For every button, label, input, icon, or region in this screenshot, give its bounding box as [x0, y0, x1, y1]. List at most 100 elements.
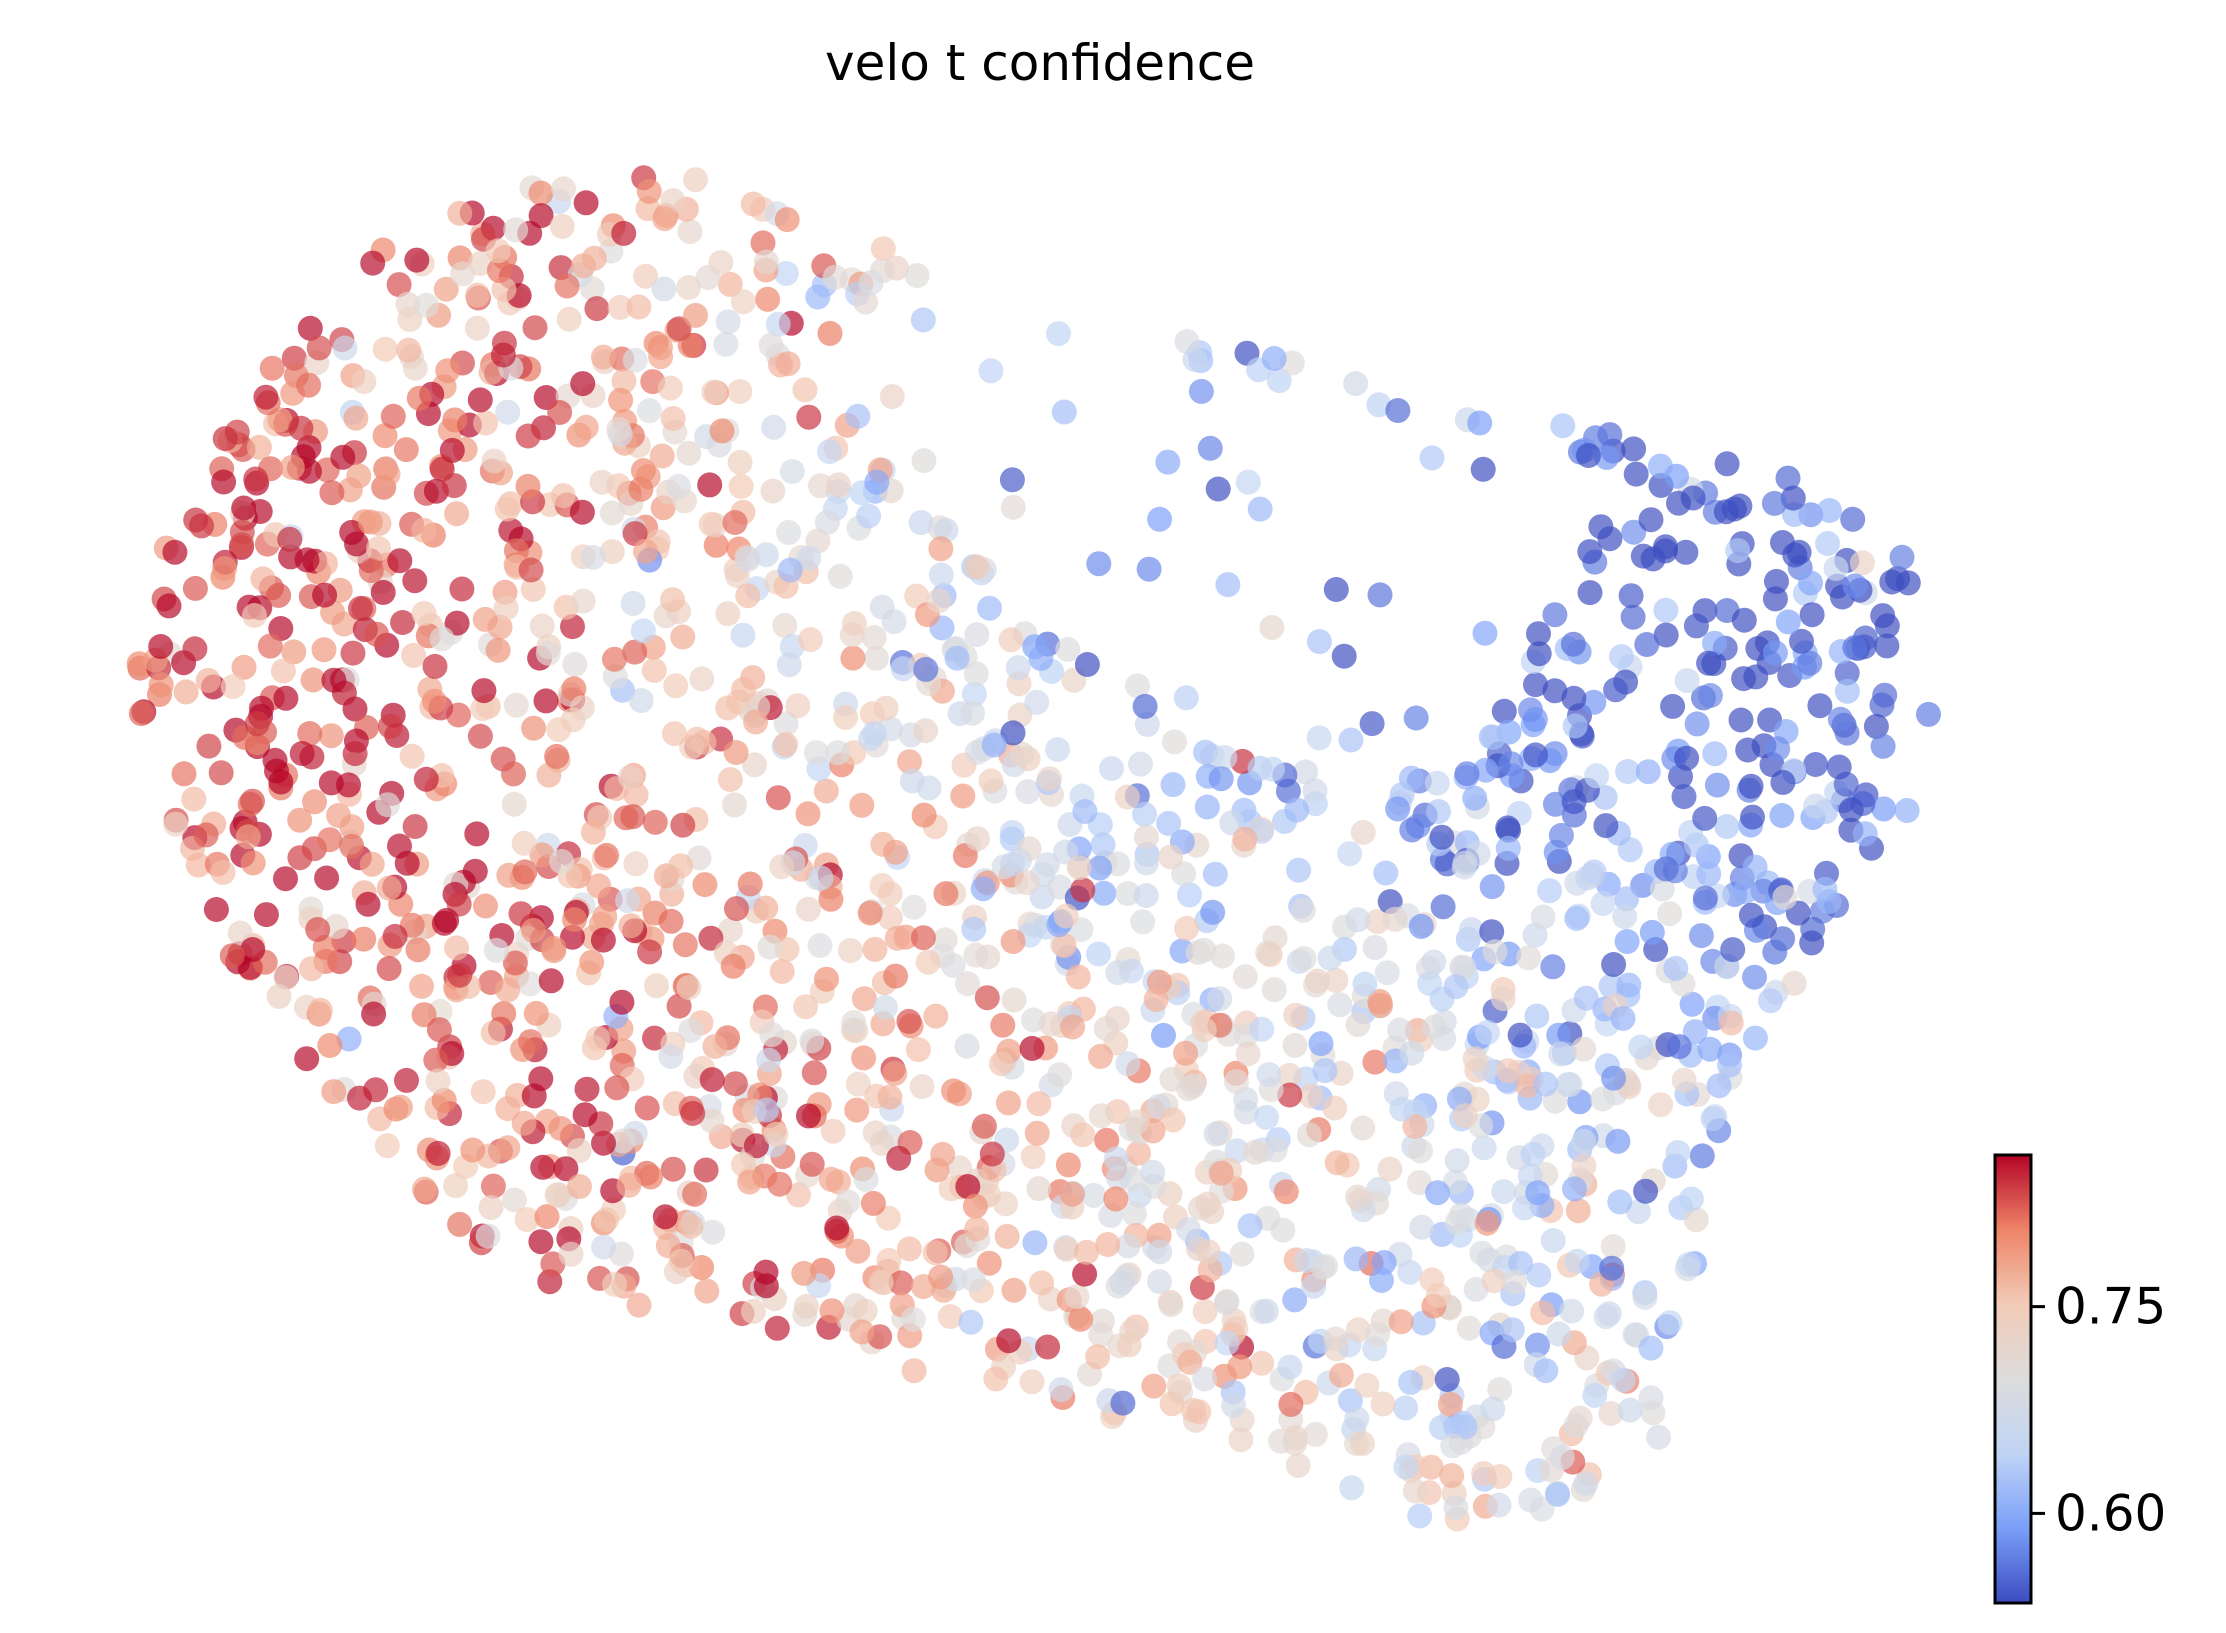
scatter-point: [1191, 937, 1217, 963]
scatter-point: [1419, 445, 1445, 471]
scatter-point: [1653, 597, 1679, 623]
scatter-point: [288, 415, 314, 441]
scatter-point: [833, 704, 859, 730]
scatter-point: [402, 568, 428, 594]
scatter-point: [530, 1154, 556, 1180]
scatter-point: [321, 1079, 347, 1105]
scatter-point: [979, 1141, 1005, 1167]
scatter-point: [1393, 1395, 1419, 1421]
scatter-point: [638, 1164, 664, 1190]
scatter-point: [1286, 857, 1312, 883]
scatter-point: [1559, 1298, 1585, 1324]
scatter-point: [1074, 1239, 1100, 1265]
scatter-point: [616, 1172, 642, 1198]
scatter-point: [1200, 899, 1226, 925]
scatter-point: [1540, 1228, 1566, 1253]
scatter-point: [1798, 570, 1823, 596]
scatter-point: [439, 437, 465, 463]
scatter-point: [372, 423, 398, 449]
scatter-point: [1827, 706, 1853, 732]
scatter-point: [402, 814, 428, 839]
scatter-point: [1155, 449, 1181, 475]
scatter-point: [1623, 461, 1649, 487]
scatter-point: [693, 1157, 719, 1183]
scatter-point: [872, 994, 898, 1020]
scatter-point: [1609, 644, 1634, 669]
scatter-point: [928, 536, 954, 562]
scatter-point: [348, 595, 373, 621]
scatter-point: [1697, 683, 1723, 708]
scatter-point: [342, 741, 368, 767]
scatter-point: [754, 1097, 779, 1123]
scatter-point: [769, 958, 795, 984]
scatter-point: [339, 833, 365, 859]
scatter-point: [1385, 398, 1411, 423]
scatter-point: [1188, 378, 1214, 404]
scatter-point: [528, 180, 554, 206]
scatter-point: [743, 1133, 769, 1159]
scatter-point: [460, 1137, 486, 1163]
scatter-point: [633, 263, 659, 289]
scatter-point: [1374, 960, 1400, 986]
scatter-point: [1147, 506, 1173, 532]
scatter-point: [355, 891, 381, 917]
scatter-point: [678, 1018, 704, 1043]
scatter-point: [294, 547, 320, 573]
scatter-point: [433, 276, 459, 302]
scatter-point: [908, 510, 934, 536]
scatter-point: [964, 1216, 990, 1242]
scatter-point: [1197, 1257, 1223, 1283]
scatter-point: [317, 827, 343, 853]
scatter-point: [434, 907, 460, 933]
scatter-point: [1562, 713, 1588, 739]
scatter-point: [930, 1141, 956, 1167]
scatter-point: [776, 519, 802, 545]
scatter-point: [1388, 1309, 1414, 1335]
scatter-point: [1674, 745, 1700, 771]
scatter-point: [212, 426, 238, 452]
scatter-point: [148, 672, 174, 698]
scatter-point: [1849, 550, 1875, 576]
scatter-point: [1550, 413, 1576, 439]
scatter-point: [609, 989, 635, 1015]
scatter-point: [1593, 1304, 1619, 1330]
scatter-point: [1482, 939, 1508, 965]
scatter-point: [1186, 1399, 1212, 1425]
scatter-point: [1452, 850, 1478, 876]
scatter-point: [1542, 602, 1568, 628]
scatter-point: [1428, 1415, 1454, 1440]
scatter-point: [801, 1060, 827, 1086]
scatter-point: [856, 503, 882, 529]
scatter-point: [1684, 711, 1710, 737]
scatter-point: [1060, 1014, 1086, 1040]
scatter-point: [1285, 1452, 1311, 1478]
scatter-point: [1731, 666, 1757, 692]
scatter-point: [954, 1033, 980, 1059]
scatter-point: [1362, 934, 1388, 960]
scatter-point: [1863, 713, 1889, 739]
scatter-point: [753, 249, 779, 275]
scatter-point: [1789, 628, 1814, 654]
scatter-point: [1024, 1120, 1050, 1146]
scatter-point: [347, 1085, 372, 1111]
scatter-point: [722, 510, 748, 535]
scatter-point: [1665, 1140, 1691, 1165]
scatter-point: [962, 1193, 988, 1219]
scatter-point: [1683, 613, 1709, 639]
scatter-point: [1738, 902, 1764, 928]
scatter-point: [633, 538, 658, 564]
scatter-point: [1254, 1104, 1279, 1130]
scatter-point: [1352, 971, 1378, 997]
scatter-point: [370, 579, 396, 605]
scatter-point: [700, 1219, 726, 1245]
scatter-point: [1546, 1321, 1572, 1347]
scatter-point: [302, 789, 327, 815]
scatter-point: [300, 667, 326, 693]
scatter-point: [473, 893, 498, 919]
scatter-point: [909, 1074, 935, 1100]
scatter-point: [375, 792, 401, 818]
scatter-point: [840, 645, 866, 671]
scatter-point: [374, 1133, 400, 1159]
scatter-point: [1590, 891, 1616, 916]
scatter-point: [682, 1181, 708, 1207]
